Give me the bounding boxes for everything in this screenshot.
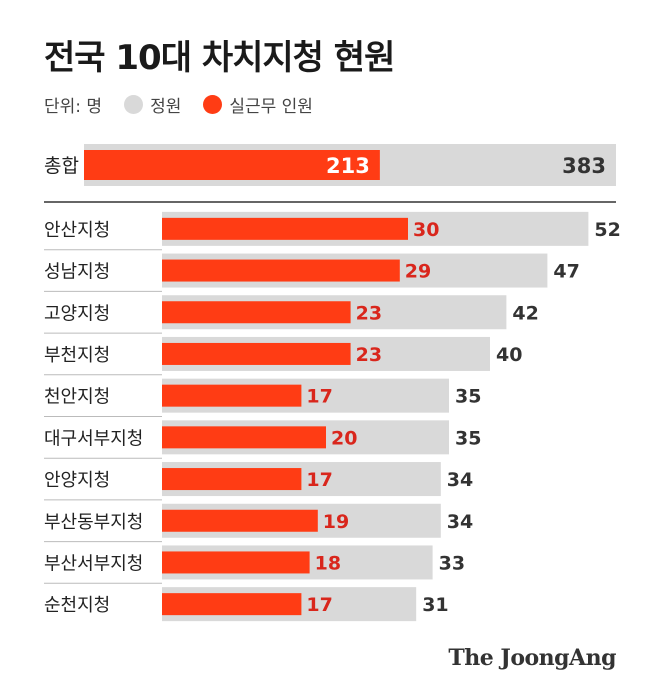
actual-value: 20 [331,427,357,449]
row-label: 성남지청 [44,262,110,283]
row-label: 천안지청 [44,387,110,408]
actual-bar [162,342,351,365]
quota-value: 35 [455,427,481,449]
actual-value: 17 [306,594,332,616]
actual-value: 17 [306,469,332,491]
actual-bar [162,259,400,282]
actual-bar [162,384,302,407]
quota-value: 35 [455,386,481,408]
total-quota-value: 383 [562,154,606,178]
row-label: 순천지청 [44,595,110,616]
actual-value: 23 [356,302,382,324]
legend: 단위: 명 정원 실근무 인원 [44,92,313,117]
unit-label: 단위: 명 [44,97,103,117]
actual-bar [162,551,310,574]
legend-item-actual: 실근무 인원 [203,92,313,117]
row-label: 고양지청 [44,303,110,324]
brand-logo: The JoongAng [448,645,616,671]
total-label: 총합 [44,155,79,177]
total-actual-value: 213 [326,154,370,178]
row-label: 대구서부지청 [44,428,143,449]
legend-swatch-actual [203,95,223,114]
legend-item-quota: 정원 [124,92,181,117]
quota-value: 31 [422,594,448,616]
actual-value: 30 [413,219,439,241]
row-label: 부천지청 [44,345,110,366]
actual-value: 19 [323,511,349,533]
legend-label-actual: 실근무 인원 [229,97,313,117]
actual-bar [162,509,318,532]
actual-value: 23 [356,344,382,366]
total-actual-bar [84,150,380,180]
actual-bar [162,301,351,324]
actual-value: 29 [405,261,431,283]
quota-value: 40 [496,344,522,366]
actual-bar [162,217,408,240]
quota-value: 33 [439,552,465,574]
quota-value: 47 [553,261,579,283]
legend-label-quota: 정원 [150,97,182,117]
quota-value: 34 [447,511,473,533]
actual-value: 17 [306,386,332,408]
row-label: 안양지청 [44,470,110,491]
actual-value: 18 [315,552,341,574]
actual-bar [162,426,326,449]
legend-swatch-quota [124,95,144,114]
actual-bar [162,593,302,616]
chart-title: 전국 10대 차치지청 현원 [44,38,395,78]
quota-value: 52 [594,219,620,241]
row-label: 부산서부지청 [44,553,143,574]
quota-value: 42 [512,302,538,324]
row-label: 부산동부지청 [44,512,143,533]
quota-value: 34 [447,469,473,491]
row-label: 안산지청 [44,220,110,241]
actual-bar [162,468,302,491]
